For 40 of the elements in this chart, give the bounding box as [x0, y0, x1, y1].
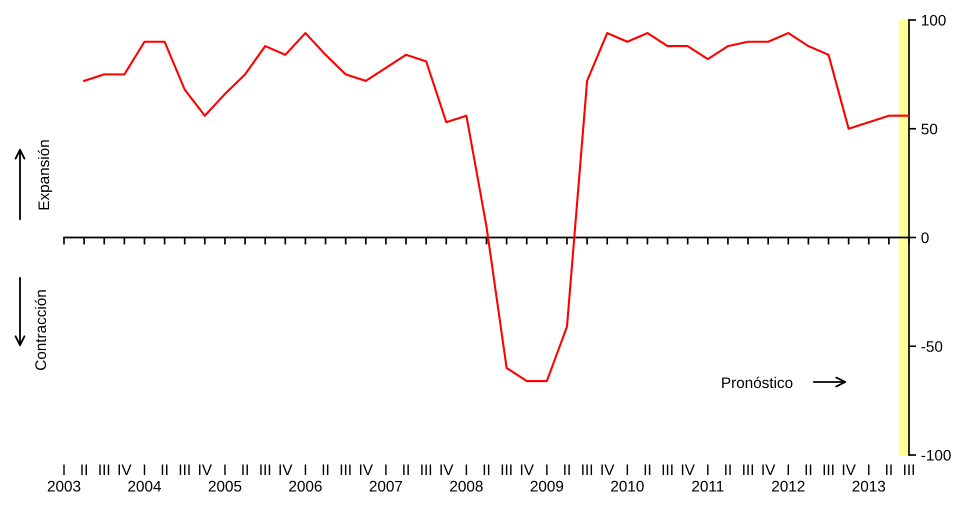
x-tick-label: IV — [199, 464, 212, 476]
y-tick-label: 50 — [921, 124, 938, 134]
x-tick-label: III — [743, 464, 754, 476]
x-tick-label: IV — [762, 464, 776, 476]
x-tick-label: IV — [440, 464, 454, 476]
x-tick-label: III — [824, 464, 834, 476]
x-tick-label: III — [99, 464, 110, 476]
x-tick-label: III — [904, 464, 914, 476]
x-tick-label: III — [502, 464, 512, 476]
x-tick-label: II — [886, 464, 892, 476]
x-tick-label: IV — [280, 464, 292, 476]
x-tick-label: II — [403, 464, 409, 476]
annotation: Pronóstico — [722, 376, 792, 388]
x-tick-label: IV — [118, 464, 132, 476]
x-tick-label: III — [340, 464, 351, 476]
x-tick-label: IV — [520, 464, 534, 476]
x-tick-label: III — [421, 464, 432, 476]
x-tick-label: III — [662, 464, 673, 476]
y-tick-label: 0 — [921, 232, 929, 244]
x-tick-label: IV — [360, 464, 373, 476]
x-tick-label: IV — [601, 464, 614, 476]
y-tick-label: 100 — [922, 14, 946, 26]
x-tick-label: IV — [842, 464, 856, 476]
x-tick-label: II — [725, 464, 731, 476]
x-tick-label: II — [242, 464, 248, 476]
x-tick-label: III — [260, 464, 270, 476]
x-tick-label: II — [322, 464, 328, 476]
x-tick-label: II — [162, 464, 168, 476]
x-tick-label: II — [806, 464, 812, 476]
x-tick-label: II — [564, 464, 570, 476]
x-tick-label: II — [484, 464, 490, 476]
text: Expansión — [38, 140, 52, 210]
x-tick-label: III — [582, 464, 592, 476]
x-tick-label: III — [180, 464, 190, 476]
x-tick-label: II — [81, 464, 87, 476]
x-tick-label: I 2003 — [48, 464, 80, 492]
y-tick-label: -50 — [921, 341, 942, 352]
text: Contracción — [34, 290, 46, 370]
y-tick-label: -100 — [921, 450, 951, 461]
x-tick-label: II — [644, 464, 650, 476]
